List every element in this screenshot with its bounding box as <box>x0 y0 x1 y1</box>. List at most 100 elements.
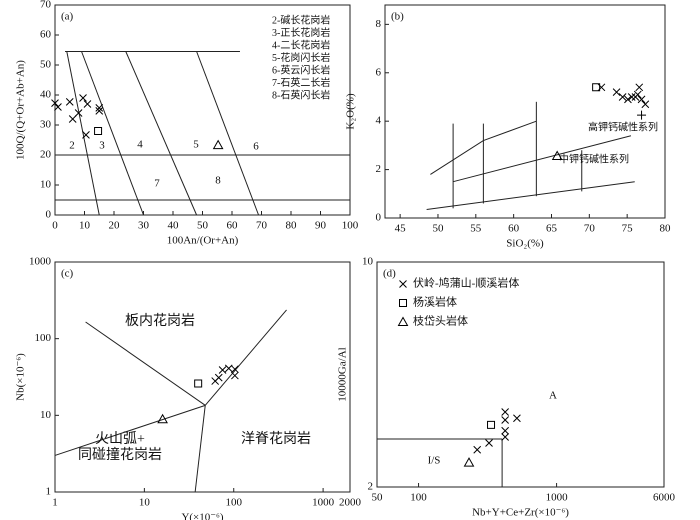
panel: 45 50 55 60 65 70 75 80 0 2 4 6 8 SiO₂(%) K₂O(%) (b) 高钾钙… <box>345 4 671 250</box>
data-point <box>501 416 510 424</box>
y-tick-label: 2 <box>368 481 374 493</box>
legend-marker <box>397 316 409 326</box>
data-point <box>635 83 644 92</box>
annotation: 洋脊花岗岩 <box>241 431 311 447</box>
data-point <box>627 93 636 101</box>
x-tick-label: 1 <box>52 497 58 509</box>
data-point <box>485 439 493 447</box>
x-tick-label: 2000 <box>339 497 362 509</box>
legend-text: 5-花岗闪长岩 <box>272 51 330 64</box>
x-tick-label: 55 <box>470 223 482 235</box>
data-point <box>218 366 227 374</box>
x-tick-label: 1000 <box>312 497 335 509</box>
annotation: 5 <box>193 139 199 151</box>
data-point <box>214 373 223 382</box>
x-tick-label: 60 <box>227 220 239 232</box>
x-tick-label: 20 <box>109 220 121 232</box>
annotation: 板内花岗岩 <box>125 313 195 329</box>
data-point <box>231 365 239 374</box>
annotation: 6 <box>253 141 259 153</box>
boundary-line <box>66 51 100 216</box>
y-tick-label: 70 <box>40 0 52 11</box>
x-tick-label: 1000 <box>546 492 569 504</box>
boundary-line <box>54 404 206 456</box>
data-point <box>501 426 510 435</box>
y-axis-label: 10000Ga/Al <box>337 347 349 401</box>
legend-label: 枝岱头岩体 <box>413 314 468 328</box>
panel: 50 100 1000 6000 2 10 Nb+Y+Ce+Zr(×10⁻⁶) 10000Ga… <box>337 256 676 519</box>
x-tick-label: 75 <box>622 223 634 235</box>
annotation: 8 <box>215 175 221 187</box>
annotation: A <box>549 390 557 402</box>
x-tick-label: 70 <box>584 223 596 235</box>
data-point <box>65 98 74 106</box>
y-tick-label: 4 <box>376 115 382 127</box>
annotation: 7 <box>154 178 160 190</box>
data-point <box>94 127 103 135</box>
data-point <box>83 100 92 108</box>
legend-text: 7-石英二长岩 <box>272 76 330 89</box>
y-axis-label: K₂O(%) <box>345 93 357 130</box>
legend-text: 8-石英闪长岩 <box>272 88 330 101</box>
data-point <box>513 414 521 423</box>
data-point <box>194 379 203 388</box>
x-tick-label: 6000 <box>653 492 676 504</box>
x-axis-label: 100An/(Or+An) <box>167 235 239 247</box>
data-point <box>631 93 640 101</box>
x-axis-label: Nb+Y+Ce+Zr(×10⁻⁶) <box>472 507 569 519</box>
x-tick-label: 65 <box>546 223 558 235</box>
data-point <box>95 107 104 115</box>
y-tick-label: 6 <box>376 66 382 78</box>
panel-label: (b) <box>391 11 404 23</box>
y-tick-label: 10 <box>40 409 52 421</box>
data-point <box>641 100 650 109</box>
data-point <box>51 99 59 107</box>
data-point <box>231 371 239 380</box>
data-point <box>624 95 632 104</box>
boundary-line <box>125 51 198 216</box>
data-point <box>54 103 62 111</box>
boundary-line <box>204 309 287 406</box>
boundary-line <box>194 405 206 493</box>
y-tick-label: 0 <box>376 212 382 224</box>
data-point <box>597 83 606 92</box>
y-tick-label: 30 <box>40 119 52 131</box>
x-tick-label: 80 <box>286 220 298 232</box>
data-point <box>487 420 496 429</box>
y-tick-label: 2 <box>376 163 382 175</box>
x-tick-label: 10 <box>79 220 91 232</box>
panel-label: (d) <box>383 268 396 280</box>
x-tick-label: 100 <box>225 497 242 509</box>
panel: 1 10 100 1000 2000 1 10 100 1000 Y(×10⁻⁶) Nb(×10⁻⁶… <box>15 256 362 520</box>
plot-frame <box>384 4 666 219</box>
data-point <box>618 93 627 101</box>
legend-marker <box>399 299 407 307</box>
panel-label: (c) <box>61 268 74 280</box>
x-tick-label: 40 <box>168 220 180 232</box>
plot-frame <box>54 261 351 493</box>
boundary-line <box>81 51 144 216</box>
data-point <box>95 104 104 112</box>
x-tick-label: 30 <box>138 220 150 232</box>
x-tick-label: 90 <box>315 220 327 232</box>
legend-text: 3-正长花岗岩 <box>272 26 330 39</box>
legend-text: 4-二长花岗岩 <box>272 38 330 51</box>
y-tick-label: 20 <box>40 149 52 161</box>
data-point <box>612 88 621 96</box>
y-tick-label: 100 <box>35 332 52 344</box>
x-tick-label: 70 <box>256 220 268 232</box>
y-tick-label: 1 <box>46 486 52 498</box>
boundary-line <box>452 135 632 183</box>
x-axis-label: SiO₂(%) <box>506 238 544 250</box>
data-point <box>157 413 168 424</box>
legend-text: 2-碱长花岗岩 <box>272 13 330 26</box>
panel-label: (a) <box>61 11 74 23</box>
y-tick-label: 40 <box>40 89 52 101</box>
x-tick-label: 100 <box>342 220 359 232</box>
legend-label: 伏岭-鸠蒲山-顺溪岩体 <box>413 276 519 290</box>
data-point <box>212 139 224 150</box>
legend-marker <box>399 280 407 288</box>
x-tick-label: 100 <box>410 492 427 504</box>
annotation: 高钾钙碱性系列 <box>588 120 658 133</box>
